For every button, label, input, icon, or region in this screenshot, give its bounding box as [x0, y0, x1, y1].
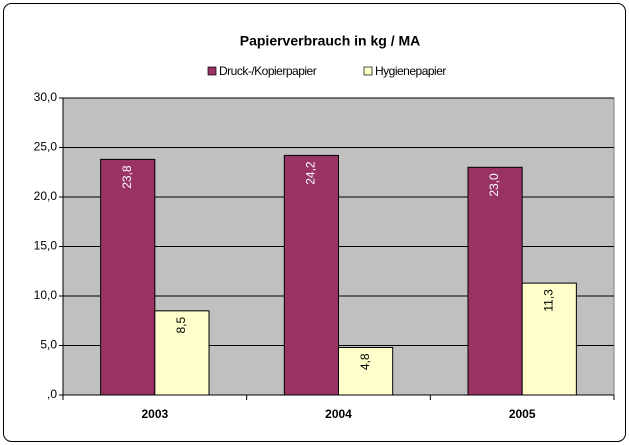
chart-title: Papierverbrauch in kg / MA	[240, 33, 421, 49]
data-label: 8,5	[174, 317, 188, 334]
data-label: 11,3	[541, 289, 555, 312]
bar	[100, 158, 156, 396]
data-label: 4,8	[358, 353, 372, 370]
data-label: 24,2	[304, 161, 318, 185]
y-tick-label: 5,0	[40, 338, 57, 352]
data-label: 23,0	[487, 173, 501, 197]
bar	[338, 346, 394, 396]
bar	[467, 166, 523, 396]
y-tick-label: 30,0	[34, 90, 58, 104]
x-tick-label: 2003	[141, 407, 168, 421]
legend-label: Druck-/Kopierpapier	[219, 64, 317, 78]
y-tick-label: 25,0	[34, 140, 58, 154]
legend-label: Hygienepapier	[375, 64, 446, 78]
y-tick-label: 10,0	[34, 288, 58, 302]
x-tick-label: 2005	[509, 407, 536, 421]
y-tick-label: 15,0	[34, 239, 58, 253]
legend-swatch	[363, 66, 373, 76]
legend-swatch	[207, 66, 217, 76]
x-tick-label: 2004	[325, 407, 352, 421]
bar	[154, 310, 210, 396]
y-tick-label: 20,0	[34, 189, 58, 203]
y-tick-label: ,0	[47, 387, 57, 401]
bar	[283, 154, 339, 396]
bar	[521, 282, 577, 396]
data-label: 23,8	[120, 165, 134, 189]
